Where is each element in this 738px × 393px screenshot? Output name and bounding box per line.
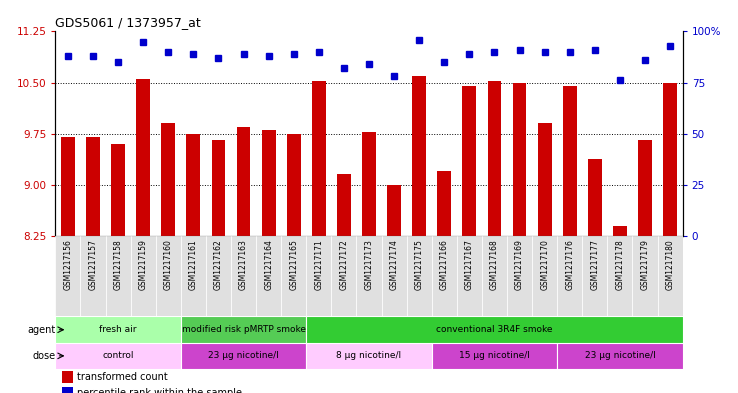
Bar [463,86,476,236]
Bar [413,76,426,236]
Text: GSM1217177: GSM1217177 [590,239,599,290]
Text: GSM1217158: GSM1217158 [114,239,123,290]
Text: GSM1217159: GSM1217159 [139,239,148,290]
Text: fresh air: fresh air [100,325,137,334]
Bar [55,236,80,316]
Bar [557,343,683,369]
Text: control: control [103,351,134,360]
Bar [181,343,306,369]
Bar [488,81,501,236]
Text: 15 μg nicotine/l: 15 μg nicotine/l [459,351,530,360]
Bar [507,236,532,316]
Bar [61,137,75,236]
Text: GSM1217176: GSM1217176 [565,239,574,290]
Bar [231,236,256,316]
Text: GSM1217170: GSM1217170 [540,239,549,290]
Bar [382,236,407,316]
Text: GSM1217180: GSM1217180 [666,239,675,290]
Bar [237,127,250,236]
Text: GSM1217164: GSM1217164 [264,239,273,290]
Text: GSM1217169: GSM1217169 [515,239,524,290]
Text: GSM1217156: GSM1217156 [63,239,72,290]
Text: GSM1217171: GSM1217171 [314,239,323,290]
Bar [137,79,150,236]
Text: GSM1217157: GSM1217157 [89,239,97,290]
Text: percentile rank within the sample: percentile rank within the sample [77,387,242,393]
Bar [438,171,451,236]
Text: GDS5061 / 1373957_at: GDS5061 / 1373957_at [55,16,201,29]
Bar [588,159,601,236]
Bar [306,236,331,316]
Bar [187,134,200,236]
Text: GSM1217163: GSM1217163 [239,239,248,290]
Bar [55,343,181,369]
Bar [482,236,507,316]
Bar [131,236,156,316]
Bar [582,236,607,316]
Bar [306,343,432,369]
Text: conventional 3R4F smoke: conventional 3R4F smoke [436,325,553,334]
Bar [557,236,582,316]
Text: dose: dose [32,351,56,361]
Text: GSM1217165: GSM1217165 [289,239,298,290]
Text: GSM1217162: GSM1217162 [214,239,223,290]
Text: 8 μg nicotine/l: 8 μg nicotine/l [337,351,401,360]
Bar [80,236,106,316]
Text: GSM1217167: GSM1217167 [465,239,474,290]
Bar [563,86,576,236]
Text: agent: agent [27,325,56,335]
Text: GSM1217161: GSM1217161 [189,239,198,290]
Text: GSM1217179: GSM1217179 [641,239,649,290]
Text: GSM1217172: GSM1217172 [339,239,348,290]
Text: 23 μg nicotine/l: 23 μg nicotine/l [584,351,655,360]
Bar [111,144,125,236]
Bar [312,81,325,236]
Bar [632,236,658,316]
Text: GSM1217174: GSM1217174 [390,239,399,290]
Text: GSM1217173: GSM1217173 [365,239,373,290]
Bar [181,316,306,343]
Bar [55,316,181,343]
Bar [331,236,356,316]
Text: GSM1217160: GSM1217160 [164,239,173,290]
Bar [306,316,683,343]
Bar [106,236,131,316]
Bar [387,185,401,236]
Text: GSM1217175: GSM1217175 [415,239,424,290]
Bar [638,140,652,236]
Text: transformed count: transformed count [77,372,168,382]
Text: 23 μg nicotine/l: 23 μg nicotine/l [208,351,279,360]
Bar [256,236,281,316]
Bar [356,236,382,316]
Bar [162,123,175,236]
Bar [156,236,181,316]
Bar [407,236,432,316]
Bar [432,236,457,316]
Bar [181,236,206,316]
Text: GSM1217168: GSM1217168 [490,239,499,290]
Bar [62,387,73,393]
Bar [658,236,683,316]
Bar [457,236,482,316]
Bar [432,343,557,369]
Bar [287,134,300,236]
Bar [538,123,551,236]
Text: GSM1217178: GSM1217178 [615,239,624,290]
Bar [62,371,73,383]
Bar [86,137,100,236]
Bar [513,83,526,236]
Text: GSM1217166: GSM1217166 [440,239,449,290]
Bar [362,132,376,236]
Text: modified risk pMRTP smoke: modified risk pMRTP smoke [182,325,306,334]
Bar [281,236,306,316]
Bar [663,83,677,236]
Bar [613,226,627,236]
Bar [607,236,632,316]
Bar [532,236,557,316]
Bar [212,140,225,236]
Bar [262,130,275,236]
Bar [337,174,351,236]
Bar [206,236,231,316]
